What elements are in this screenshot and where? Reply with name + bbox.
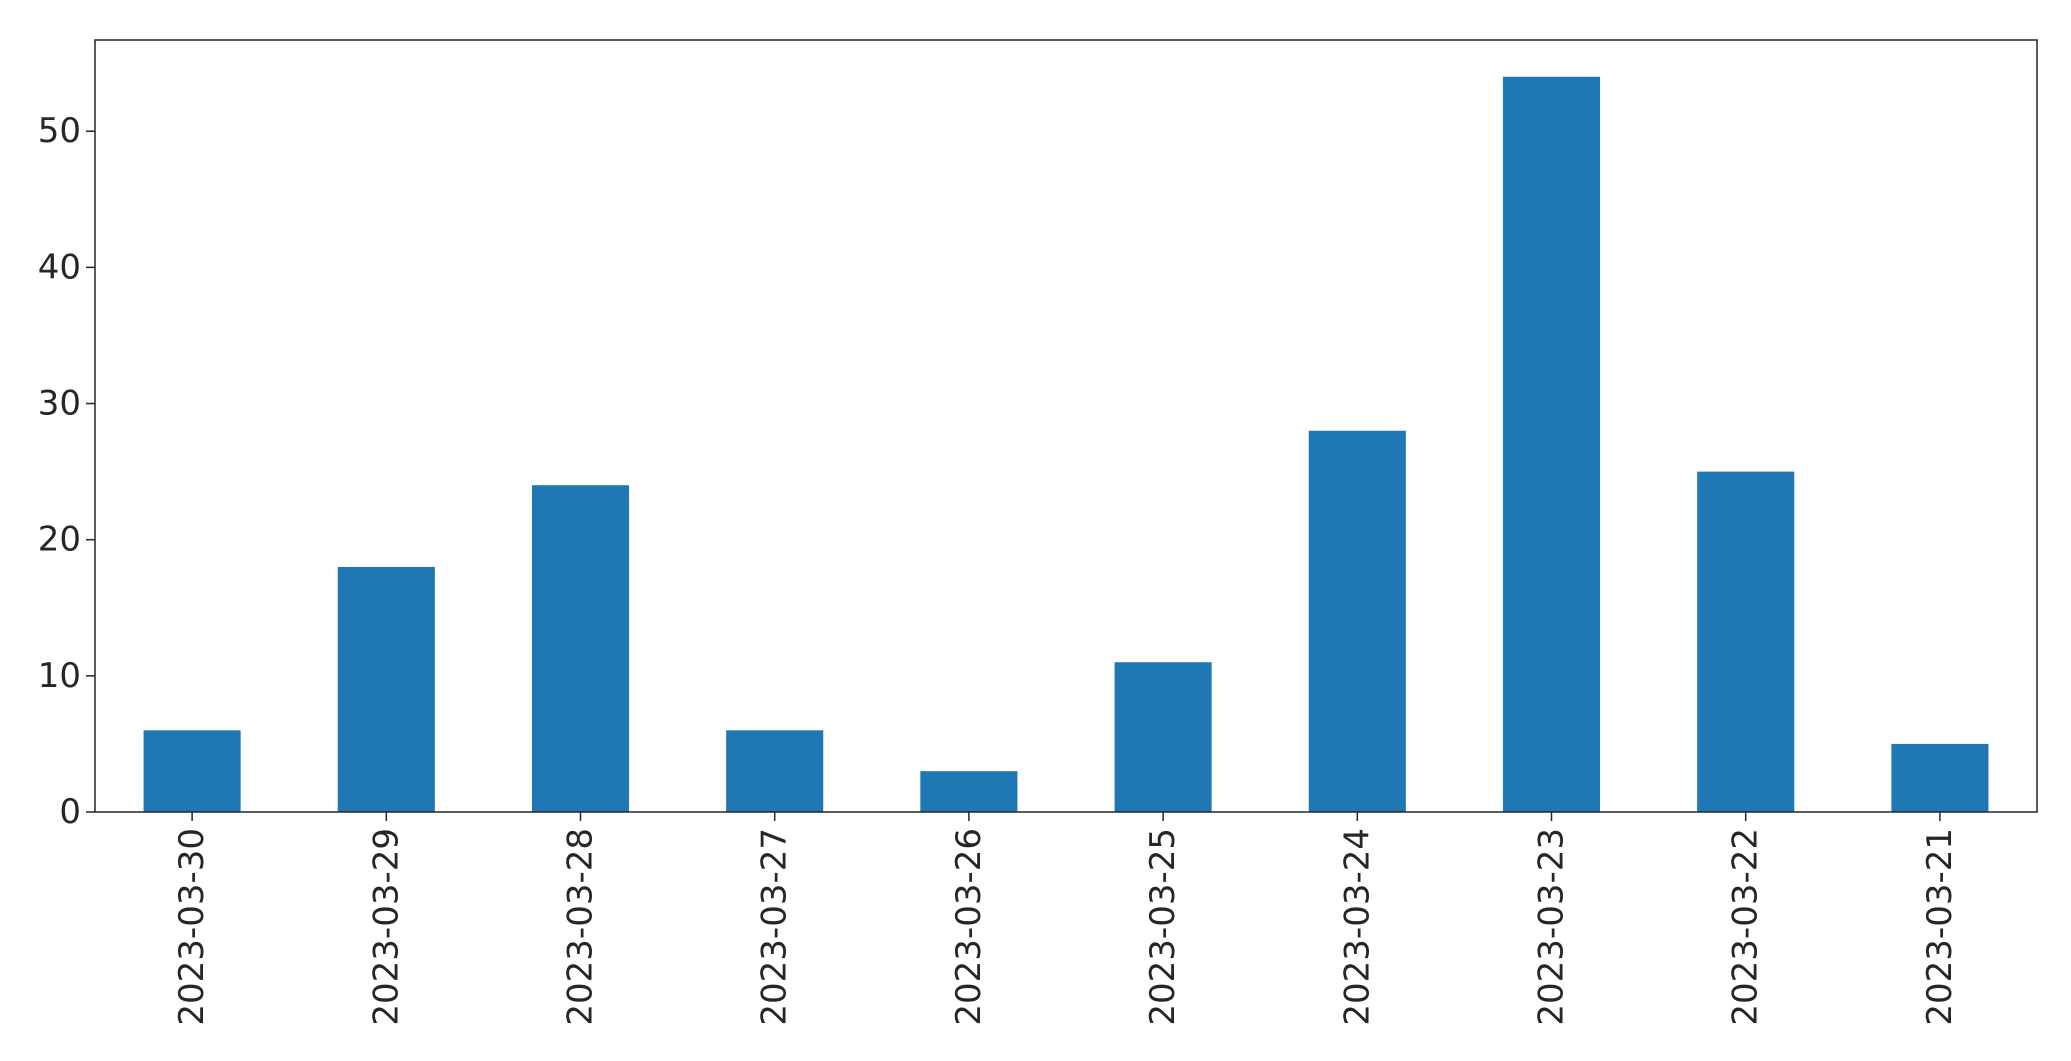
x-tick-label: 2023-03-23 <box>1532 828 1572 1026</box>
bar-2023-03-22 <box>1697 471 1795 812</box>
x-tick-label: 2023-03-26 <box>949 828 989 1026</box>
bar-2023-03-24 <box>1308 430 1406 812</box>
x-tick-label: 2023-03-27 <box>755 828 795 1026</box>
x-tick-label: 2023-03-22 <box>1726 828 1766 1026</box>
y-tick-label: 10 <box>38 656 81 696</box>
y-tick-label: 30 <box>38 384 81 424</box>
x-tick-label: 2023-03-25 <box>1143 828 1183 1026</box>
bar-2023-03-30 <box>143 730 241 812</box>
x-tick-label: 2023-03-24 <box>1337 828 1377 1026</box>
y-axis: 0 10 20 30 40 50 <box>38 111 95 832</box>
y-tick-label: 50 <box>38 111 81 151</box>
bar-2023-03-29 <box>337 566 435 812</box>
x-tick-label: 2023-03-29 <box>366 828 406 1026</box>
x-tick-label: 2023-03-30 <box>172 828 212 1026</box>
bar-2023-03-23 <box>1502 76 1601 812</box>
x-tick-label: 2023-03-28 <box>561 828 601 1026</box>
y-tick-label: 40 <box>38 247 81 287</box>
bar-2023-03-21 <box>1891 743 1989 812</box>
bar-2023-03-26 <box>920 771 1018 812</box>
plot-frame <box>94 39 2038 813</box>
bars-layer <box>143 76 1989 812</box>
y-tick-label: 20 <box>38 520 81 560</box>
x-tick-label: 2023-03-21 <box>1920 828 1960 1026</box>
bar-2023-03-25 <box>1114 662 1212 812</box>
y-tick-label: 0 <box>59 792 81 832</box>
bar-2023-03-28 <box>531 485 630 812</box>
x-axis: 2023-03-30 2023-03-29 2023-03-28 2023-03-27… <box>172 812 1960 1026</box>
bar-2023-03-27 <box>726 730 824 812</box>
